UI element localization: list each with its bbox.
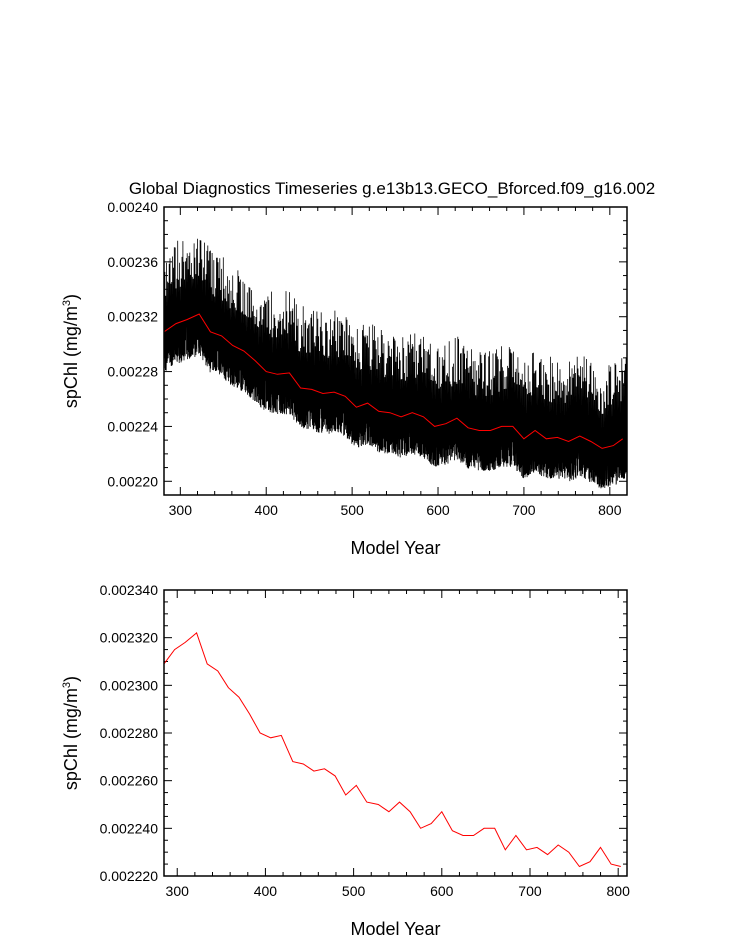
monthly-series-line [164, 238, 627, 489]
top-series-group [164, 238, 627, 489]
y-tick-label: 0.00240 [107, 199, 158, 215]
x-tick-label: 300 [169, 502, 193, 518]
top-y-axis-label-close: ) [61, 294, 81, 300]
x-tick-label: 500 [340, 502, 364, 518]
bottom-y-axis-label: spChl (mg/m3) [61, 676, 81, 790]
y-tick-label: 0.002220 [100, 868, 159, 884]
y-tick-label: 0.002300 [100, 677, 159, 693]
x-tick-label: 700 [512, 502, 536, 518]
top-x-axis-label: Model Year [350, 538, 440, 558]
top-y-axis-label-sup: 3 [61, 300, 73, 306]
annual-mean-series-line [164, 313, 623, 449]
x-tick-label: 300 [166, 883, 190, 899]
top-plot-frame [163, 206, 628, 496]
y-tick-label: 0.002240 [100, 820, 159, 836]
x-tick-label: 600 [426, 502, 450, 518]
bottom-series-group [164, 632, 621, 868]
y-tick-label: 0.00228 [107, 364, 158, 380]
bottom-y-axis-label-sup: 3 [61, 682, 73, 688]
x-tick-label: 600 [430, 883, 454, 899]
bottom-plot-frame [163, 589, 628, 877]
y-tick-label: 0.00220 [107, 473, 158, 489]
x-tick-label: 700 [518, 883, 542, 899]
top-ticks: 300 400 500 600 700 800 0.00220 0.00224 0.00228 0… [107, 199, 628, 518]
y-tick-label: 0.002320 [100, 630, 159, 646]
chart-title: Global Diagnostics Timeseries g.e13b13.G… [129, 179, 655, 198]
bottom-y-axis-label-close: ) [61, 676, 81, 682]
top-y-axis-label: spChl (mg/m3) [61, 294, 81, 408]
x-tick-label: 800 [607, 883, 631, 899]
top-chart-panel: Global Diagnostics Timeseries g.e13b13.G… [61, 179, 655, 558]
top-y-axis-label-text: spChl (mg/m [61, 306, 81, 408]
y-tick-label: 0.002280 [100, 725, 159, 741]
annual-mean-series-line [164, 632, 621, 868]
bottom-x-axis-label: Model Year [350, 919, 440, 939]
x-tick-label: 800 [598, 502, 622, 518]
y-tick-label: 0.00232 [107, 309, 158, 325]
bottom-y-axis-label-text: spChl (mg/m [61, 688, 81, 790]
y-tick-label: 0.00224 [107, 418, 158, 434]
x-tick-label: 400 [254, 883, 278, 899]
y-tick-label: 0.002260 [100, 773, 159, 789]
y-tick-label: 0.00236 [107, 254, 158, 270]
bottom-chart-panel: 300 400 500 600 700 800 0.002220 0.002240 0.0022… [61, 582, 630, 939]
x-tick-label: 400 [255, 502, 279, 518]
x-tick-label: 500 [342, 883, 366, 899]
y-tick-label: 0.002340 [100, 582, 159, 598]
